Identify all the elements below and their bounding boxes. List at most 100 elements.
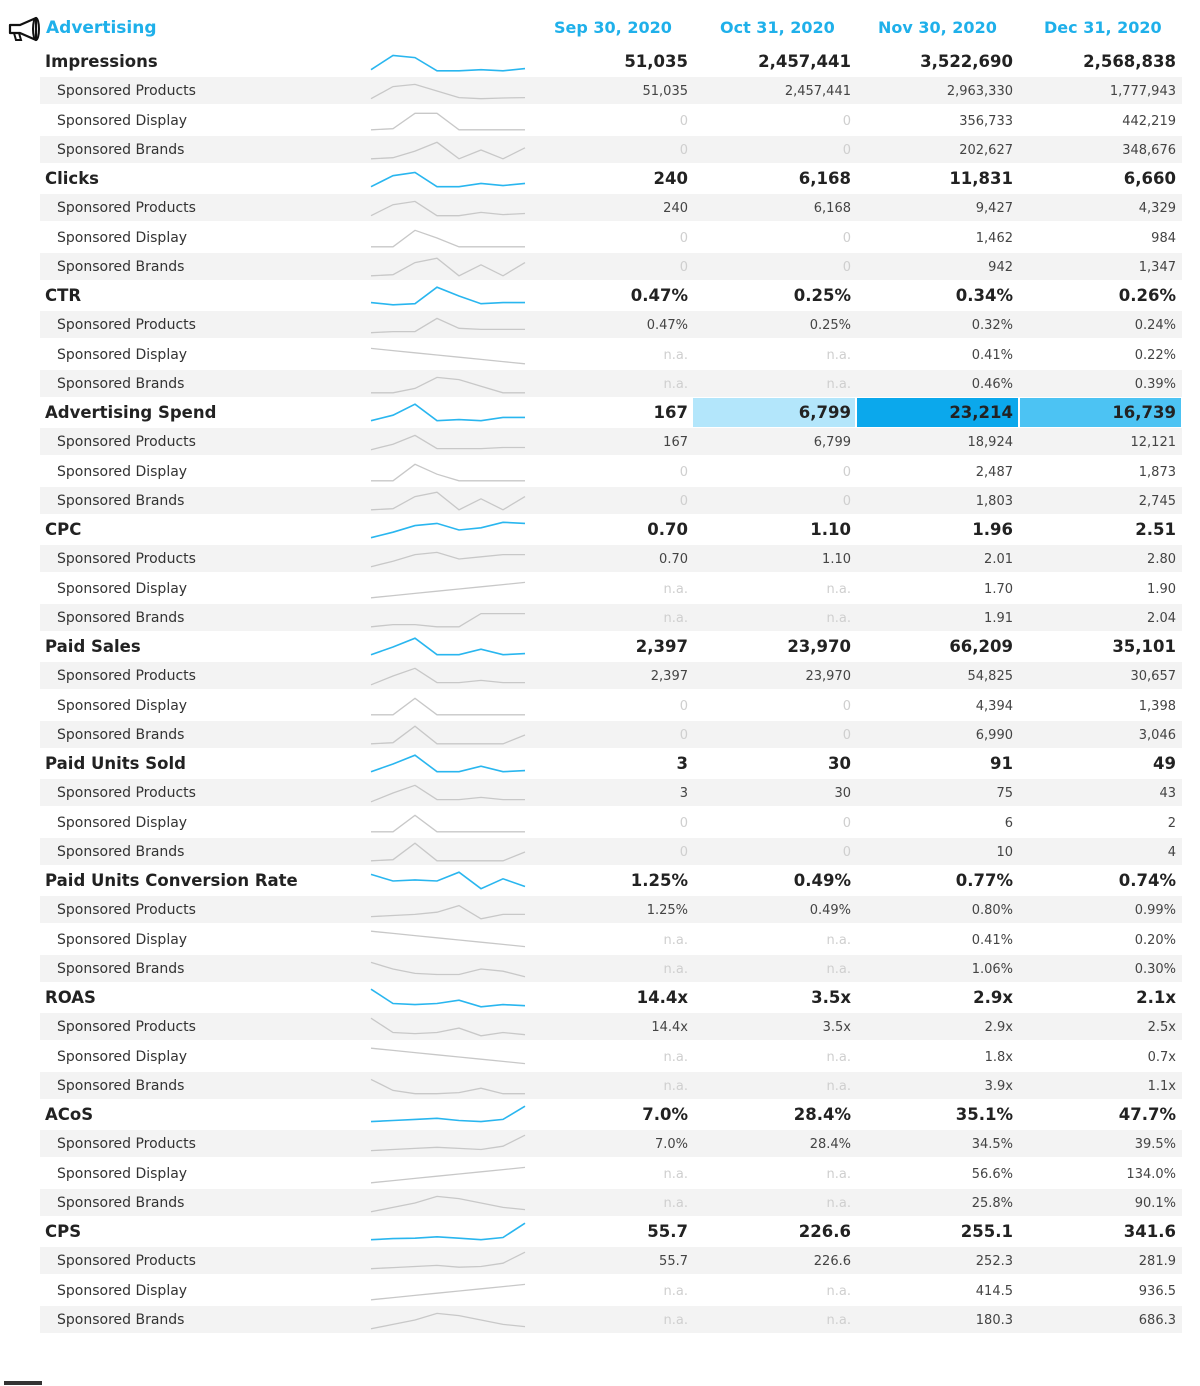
value-cell: 30,657 bbox=[1130, 669, 1177, 685]
value-cell: 2.5x bbox=[1147, 1020, 1176, 1036]
metric-row: ROAS 14.4x 3.5x 2.9x 2.1x bbox=[0, 983, 1200, 1012]
value-cell: 226.6 bbox=[813, 1254, 851, 1270]
row-label: Sponsored Brands bbox=[57, 375, 185, 392]
sparkline-path bbox=[370, 54, 526, 72]
sparkline-path bbox=[370, 1312, 526, 1330]
row-background bbox=[40, 311, 1182, 339]
row-label: Sponsored Products bbox=[57, 317, 196, 334]
row-background bbox=[40, 1042, 1182, 1070]
sparkline-path bbox=[370, 988, 526, 1008]
value-cell: 4,329 bbox=[1138, 201, 1176, 217]
value-cell: 226.6 bbox=[798, 1222, 851, 1241]
value-cell: 0.25% bbox=[793, 286, 851, 305]
value-cell: 442,219 bbox=[1122, 113, 1176, 129]
sparkline bbox=[370, 784, 525, 803]
megaphone-icon bbox=[8, 16, 40, 42]
value-cell: 7.0% bbox=[654, 1137, 688, 1153]
value-cell: 2,568,838 bbox=[1083, 52, 1176, 71]
value-cell: 75 bbox=[996, 786, 1013, 802]
value-cell: 0.30% bbox=[1134, 961, 1176, 977]
value-cell: 2.04 bbox=[1147, 610, 1176, 626]
value-cell: 47.7% bbox=[1118, 1105, 1176, 1124]
row-label: Sponsored Brands bbox=[57, 141, 185, 158]
metric-row: Impressions 51,035 2,457,441 3,522,690 2,568… bbox=[0, 47, 1200, 76]
value-cell: 341.6 bbox=[1123, 1222, 1176, 1241]
value-cell: 0.39% bbox=[1134, 376, 1176, 392]
value-cell: 1.90 bbox=[1147, 581, 1176, 597]
value-cell: 30 bbox=[834, 786, 851, 802]
value-cell: 2,457,441 bbox=[784, 84, 851, 100]
value-cell: 1.96 bbox=[972, 520, 1013, 539]
value-cell: n.a. bbox=[663, 1312, 688, 1328]
row-background bbox=[40, 720, 1182, 748]
value-cell: n.a. bbox=[663, 376, 688, 392]
sparkline bbox=[370, 754, 526, 773]
sparkline-path bbox=[370, 1078, 525, 1095]
sparkline bbox=[370, 1134, 526, 1152]
value-cell: 30 bbox=[828, 754, 851, 773]
value-cell: 7.0% bbox=[642, 1105, 688, 1124]
value-cell: 252.3 bbox=[975, 1254, 1013, 1270]
value-cell: 0 bbox=[679, 464, 688, 480]
value-cell: 14.4x bbox=[636, 988, 688, 1007]
value-cell: 11,831 bbox=[949, 169, 1013, 188]
value-cell: 0.47% bbox=[630, 286, 688, 305]
sparkline bbox=[370, 1251, 526, 1270]
value-cell: 0 bbox=[842, 698, 851, 714]
sparkline-path bbox=[370, 521, 526, 539]
row-label: Sponsored Brands bbox=[57, 1077, 185, 1094]
row-background bbox=[40, 77, 1182, 105]
value-cell: 28.4% bbox=[809, 1137, 851, 1153]
row-label: CPS bbox=[45, 1222, 82, 1241]
row-background bbox=[40, 428, 1182, 456]
sub-metric-row: Sponsored Brands n.a. n.a. 25.8% 90.1% bbox=[0, 1187, 1200, 1217]
sparkline bbox=[370, 257, 526, 277]
value-cell: 3 bbox=[679, 786, 688, 802]
sparkline bbox=[370, 871, 526, 890]
sparkline bbox=[370, 347, 526, 364]
sparkline bbox=[370, 1312, 526, 1330]
sparkline-path bbox=[370, 434, 525, 451]
value-cell: 414.5 bbox=[975, 1283, 1013, 1299]
value-cell: 1,803 bbox=[975, 493, 1013, 509]
metrics-table: Impressions 51,035 2,457,441 3,522,690 2,568… bbox=[0, 47, 1200, 1334]
value-cell: 0.32% bbox=[971, 318, 1013, 334]
value-cell: 6,799 bbox=[798, 403, 851, 422]
value-cell: 90.1% bbox=[1134, 1195, 1176, 1211]
value-cell: n.a. bbox=[663, 1283, 688, 1299]
value-cell: n.a. bbox=[663, 1195, 688, 1211]
sparkline-path bbox=[370, 930, 526, 947]
value-cell: 281.9 bbox=[1138, 1254, 1176, 1270]
sparkline-path bbox=[370, 171, 526, 188]
value-cell: 1,398 bbox=[1138, 698, 1176, 714]
sparkline bbox=[370, 83, 526, 100]
sparkline-path bbox=[370, 551, 525, 568]
value-cell: 0.20% bbox=[1134, 932, 1176, 948]
sub-metric-row: Sponsored Display n.a. n.a. 414.5 936.5 bbox=[0, 1275, 1200, 1305]
value-cell: n.a. bbox=[663, 347, 688, 363]
value-cell: 54,825 bbox=[967, 669, 1014, 685]
value-cell: 0.70 bbox=[659, 552, 688, 568]
row-background bbox=[40, 808, 1182, 836]
value-cell: 1.25% bbox=[646, 903, 688, 919]
value-cell: 936.5 bbox=[1138, 1283, 1176, 1299]
sub-metric-row: Sponsored Products 7.0% 28.4% 34.5% 39.5% bbox=[0, 1129, 1200, 1159]
sparkline-path bbox=[370, 141, 526, 160]
value-cell: 0 bbox=[679, 142, 688, 158]
sparkline-path bbox=[370, 286, 525, 306]
value-cell: 0 bbox=[842, 815, 851, 831]
value-cell: 56.6% bbox=[971, 1166, 1013, 1182]
sub-metric-row: Sponsored Products 240 6,168 9,427 4,329 bbox=[0, 193, 1200, 223]
value-cell: 39.5% bbox=[1134, 1137, 1176, 1153]
value-cell: 2,397 bbox=[635, 637, 688, 656]
value-cell: 0 bbox=[679, 727, 688, 743]
metric-row: Paid Sales 2,397 23,970 66,209 35,101 bbox=[0, 632, 1200, 661]
row-background bbox=[40, 574, 1182, 602]
value-cell: n.a. bbox=[826, 1166, 851, 1182]
metric-row: CPC 0.70 1.10 1.96 2.51 bbox=[0, 515, 1200, 544]
value-cell: 0 bbox=[842, 259, 851, 275]
sub-metric-row: Sponsored Products 0.70 1.10 2.01 2.80 bbox=[0, 544, 1200, 574]
row-label: Sponsored Products bbox=[57, 1136, 196, 1153]
sparkline-path bbox=[370, 1195, 526, 1213]
sparkline bbox=[370, 667, 525, 686]
